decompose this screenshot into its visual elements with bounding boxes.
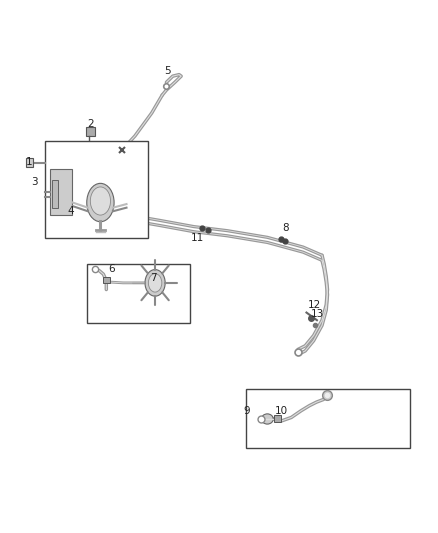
Text: 4: 4 xyxy=(68,206,74,216)
Text: 13: 13 xyxy=(311,309,325,319)
Bar xyxy=(52,180,57,208)
Text: 9: 9 xyxy=(243,406,250,416)
Bar xyxy=(87,264,190,323)
Text: 8: 8 xyxy=(282,223,289,233)
Text: 6: 6 xyxy=(109,264,115,274)
Bar xyxy=(246,389,410,448)
Bar xyxy=(50,169,72,215)
Text: 12: 12 xyxy=(308,300,321,310)
Ellipse shape xyxy=(145,270,165,296)
Text: 7: 7 xyxy=(151,273,157,283)
Text: 10: 10 xyxy=(275,406,288,416)
Bar xyxy=(45,141,148,238)
Bar xyxy=(26,158,33,167)
Text: 5: 5 xyxy=(164,66,171,76)
Ellipse shape xyxy=(261,414,273,424)
Ellipse shape xyxy=(90,187,110,215)
Ellipse shape xyxy=(87,183,114,222)
Bar xyxy=(274,415,281,422)
Ellipse shape xyxy=(148,273,162,292)
Text: 1: 1 xyxy=(26,157,32,167)
Bar xyxy=(86,127,95,135)
Text: 11: 11 xyxy=(191,233,204,244)
Text: 3: 3 xyxy=(31,177,37,187)
Text: 2: 2 xyxy=(88,119,94,130)
Bar xyxy=(103,277,110,283)
